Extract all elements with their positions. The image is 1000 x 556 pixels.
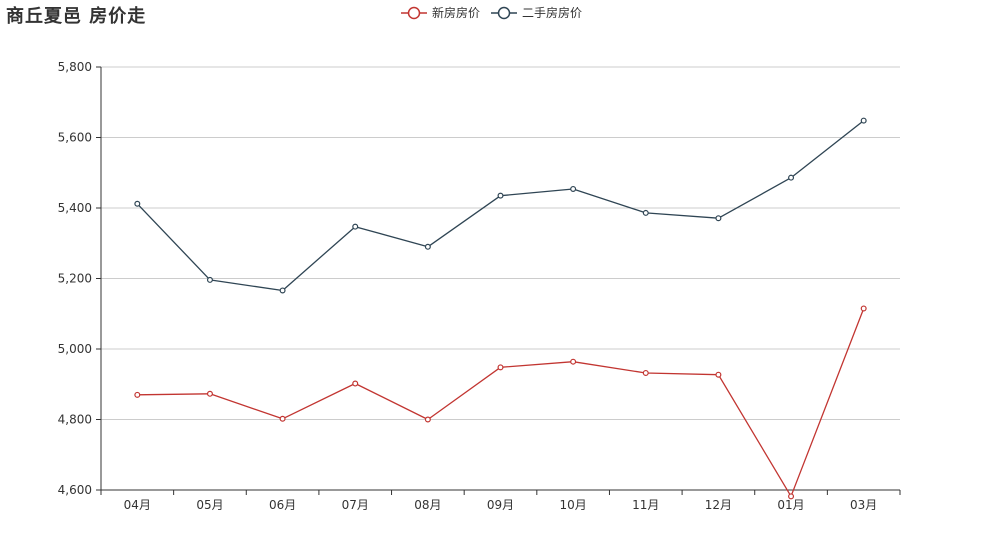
legend-marker-icon [497,6,511,20]
x-tick-label: 06月 [269,498,296,512]
x-tick-label: 11月 [632,498,659,512]
data-point[interactable] [570,185,577,192]
chart-title: 商丘夏邑 房价走 [6,5,146,27]
series-line [137,308,865,497]
y-tick-label: 5,200 [58,272,92,286]
series-layer [134,117,867,500]
data-point[interactable] [424,243,431,250]
y-tick-label: 5,400 [58,201,92,215]
data-point[interactable] [788,174,795,181]
data-point[interactable] [497,364,504,371]
y-tick-label: 4,600 [58,483,92,497]
y-tick-label: 4,800 [58,413,92,427]
data-point[interactable] [715,371,722,378]
grid-lines [101,66,900,491]
data-point[interactable] [279,287,286,294]
data-point[interactable] [788,493,795,500]
data-point[interactable] [570,358,577,365]
x-tick-label: 07月 [342,498,369,512]
y-tick-label: 5,800 [58,60,92,74]
x-tick-label: 01月 [777,498,804,512]
data-point[interactable] [206,276,213,283]
data-point[interactable] [715,215,722,222]
data-point[interactable] [860,117,867,124]
data-point[interactable] [860,305,867,312]
x-tick-label: 03月 [850,498,877,512]
x-tick-label: 09月 [487,498,514,512]
y-tick-label: 5,000 [58,342,92,356]
x-tick-label: 04月 [124,498,151,512]
data-point[interactable] [497,192,504,199]
series-2 [134,117,867,294]
x-axis: 04月 05月 06月 07月 08月 09月 10月 11月 12月 01月 03月 [100,489,901,512]
legend-item-2[interactable]: 二手房房价 [491,5,582,20]
x-tick-label: 08月 [414,498,441,512]
y-tick-label: 5,600 [58,131,92,145]
x-tick-label: 12月 [705,498,732,512]
data-point[interactable] [352,223,359,230]
data-point[interactable] [134,200,141,207]
data-point[interactable] [642,209,649,216]
y-axis: 4,600 4,800 5,000 5,200 5,400 5,600 5,800 [58,60,102,497]
data-point[interactable] [206,390,213,397]
legend[interactable]: 新房房价 二手房房价 [401,5,582,20]
legend-marker-icon [407,6,421,20]
data-point[interactable] [352,380,359,387]
series-1 [134,305,867,500]
data-point[interactable] [279,415,286,422]
legend-label: 二手房房价 [522,5,582,20]
data-point[interactable] [642,369,649,376]
data-point[interactable] [134,391,141,398]
data-point[interactable] [424,416,431,423]
x-tick-label: 10月 [559,498,586,512]
series-line [136,120,865,292]
legend-label: 新房房价 [432,5,480,20]
legend-item-1[interactable]: 新房房价 [401,5,480,20]
x-tick-label: 05月 [196,498,223,512]
